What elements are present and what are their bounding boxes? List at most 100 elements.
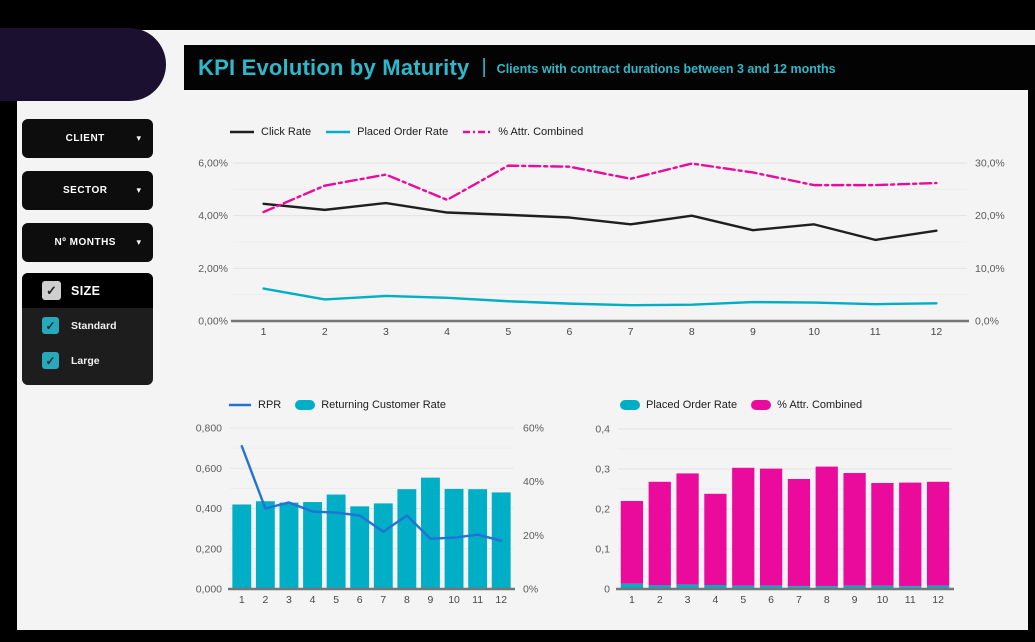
svg-text:0,600: 0,600 bbox=[196, 463, 222, 475]
svg-text:4: 4 bbox=[712, 594, 718, 606]
svg-text:5: 5 bbox=[505, 326, 511, 338]
large-label: Large bbox=[71, 354, 100, 367]
page-title: KPI Evolution by Maturity bbox=[198, 54, 470, 80]
svg-text:0,400: 0,400 bbox=[196, 503, 222, 515]
svg-text:0,2: 0,2 bbox=[595, 504, 610, 516]
size-select-all-checkbox[interactable]: ✓ bbox=[42, 281, 61, 300]
top-chart-legend: Click Rate Placed Order Rate % Attr. Com… bbox=[229, 123, 1028, 141]
placed-order-rate-line-swatch bbox=[326, 130, 351, 134]
size-filter-panel: ✓ SIZE ✓ Standard ✓ Large bbox=[22, 273, 153, 385]
por-attr-stacked-plot[interactable]: 00,10,20,30,41 2 3 4 5 6 7 8 9 10 11 12 bbox=[588, 414, 982, 624]
svg-text:8: 8 bbox=[404, 594, 410, 606]
svg-text:5: 5 bbox=[740, 594, 746, 606]
attr-combined-line-swatch bbox=[463, 130, 492, 134]
client-filter-dropdown[interactable]: CLIENT ▾ bbox=[22, 119, 153, 158]
svg-text:4: 4 bbox=[444, 326, 450, 338]
svg-text:10,0%: 10,0% bbox=[975, 263, 1005, 275]
large-checkbox[interactable]: ✓ bbox=[42, 352, 59, 369]
check-icon: ✓ bbox=[45, 353, 56, 368]
check-icon: ✓ bbox=[45, 318, 56, 333]
svg-text:0,00%: 0,00% bbox=[198, 316, 228, 328]
size-filter-header[interactable]: ✓ SIZE bbox=[22, 273, 153, 308]
svg-text:7: 7 bbox=[380, 594, 386, 606]
chevron-down-icon: ▾ bbox=[136, 237, 141, 247]
svg-text:30,0%: 30,0% bbox=[975, 158, 1005, 170]
standard-checkbox[interactable]: ✓ bbox=[42, 317, 59, 334]
size-option-large[interactable]: ✓ Large bbox=[22, 343, 153, 378]
client-filter-label: CLIENT bbox=[65, 133, 105, 144]
legend-item-returning-customer-rate[interactable]: Returning Customer Rate bbox=[295, 399, 446, 411]
legend-item-placed-order-rate[interactable]: Placed Order Rate bbox=[620, 399, 737, 411]
svg-text:4: 4 bbox=[310, 594, 316, 606]
svg-text:3: 3 bbox=[286, 594, 292, 606]
svg-text:0,4: 0,4 bbox=[595, 424, 610, 436]
legend-item-attr-combined[interactable]: % Attr. Combined bbox=[462, 126, 583, 138]
legend-label: Returning Customer Rate bbox=[321, 399, 446, 411]
legend-item-attr-combined[interactable]: % Attr. Combined bbox=[751, 399, 862, 411]
svg-text:12: 12 bbox=[931, 326, 943, 338]
svg-text:7: 7 bbox=[628, 326, 634, 338]
check-icon: ✓ bbox=[46, 282, 57, 298]
svg-text:9: 9 bbox=[852, 594, 858, 606]
svg-text:2: 2 bbox=[262, 594, 268, 606]
svg-text:11: 11 bbox=[472, 594, 483, 606]
rpr-line-swatch bbox=[229, 403, 251, 407]
svg-text:5: 5 bbox=[333, 594, 339, 606]
svg-text:6: 6 bbox=[768, 594, 774, 606]
svg-text:6,00%: 6,00% bbox=[198, 158, 228, 170]
size-option-standard[interactable]: ✓ Standard bbox=[22, 308, 153, 343]
legend-label: Placed Order Rate bbox=[357, 126, 449, 138]
svg-text:11: 11 bbox=[870, 326, 881, 338]
svg-text:7: 7 bbox=[796, 594, 802, 606]
svg-text:0,1: 0,1 bbox=[595, 544, 610, 556]
svg-text:8: 8 bbox=[689, 326, 695, 338]
size-filter-title: SIZE bbox=[71, 283, 101, 298]
svg-text:12: 12 bbox=[495, 594, 507, 606]
svg-text:6: 6 bbox=[357, 594, 363, 606]
kpi-evolution-line-chart: Click Rate Placed Order Rate % Attr. Com… bbox=[195, 123, 1028, 341]
page-subtitle: Clients with contract durations between … bbox=[496, 62, 836, 76]
sector-filter-dropdown[interactable]: SECTOR ▾ bbox=[22, 171, 153, 210]
por-attr-stacked-bar-chart: Placed Order Rate % Attr. Combined 0 0,1 0… bbox=[588, 396, 982, 624]
svg-text:0,800: 0,800 bbox=[196, 423, 222, 435]
svg-text:40%: 40% bbox=[523, 476, 544, 488]
svg-text:0,000: 0,000 bbox=[196, 584, 222, 596]
months-filter-dropdown[interactable]: Nº MONTHS ▾ bbox=[22, 223, 153, 262]
kpi-evolution-plot[interactable]: 0,00% 2,00% 4,00% 6,00% 0,0% 10,0% 20,0% 30,0% 1… bbox=[195, 141, 1028, 341]
svg-text:20%: 20% bbox=[523, 530, 544, 542]
legend-label: Placed Order Rate bbox=[646, 399, 738, 411]
svg-text:0,200: 0,200 bbox=[196, 543, 222, 555]
svg-text:20,0%: 20,0% bbox=[975, 210, 1005, 222]
svg-text:6: 6 bbox=[566, 326, 572, 338]
svg-text:3: 3 bbox=[685, 594, 691, 606]
svg-text:0,0%: 0,0% bbox=[975, 316, 999, 328]
svg-text:1: 1 bbox=[239, 594, 245, 606]
svg-text:2,00%: 2,00% bbox=[198, 263, 228, 275]
title-separator: | bbox=[481, 56, 487, 78]
bottom-right-legend: Placed Order Rate % Attr. Combined bbox=[620, 396, 982, 414]
svg-text:8: 8 bbox=[824, 594, 830, 606]
returning-customer-rate-swatch bbox=[295, 400, 316, 410]
click-rate-line-swatch bbox=[230, 130, 254, 134]
svg-text:11: 11 bbox=[905, 594, 916, 606]
svg-text:9: 9 bbox=[750, 326, 756, 338]
placed-order-rate-swatch bbox=[620, 400, 640, 410]
corner-decoration bbox=[0, 28, 166, 101]
chevron-down-icon: ▾ bbox=[136, 185, 141, 195]
legend-item-placed-order-rate[interactable]: Placed Order Rate bbox=[325, 126, 448, 138]
header-bar: KPI Evolution by Maturity | Clients with… bbox=[184, 45, 1035, 90]
svg-text:2: 2 bbox=[657, 594, 663, 606]
svg-text:0,3: 0,3 bbox=[595, 464, 610, 476]
legend-item-click-rate[interactable]: Click Rate bbox=[229, 126, 311, 138]
svg-text:4,00%: 4,00% bbox=[198, 210, 228, 222]
months-filter-label: Nº MONTHS bbox=[54, 237, 116, 248]
legend-label: Click Rate bbox=[261, 126, 312, 138]
chevron-down-icon: ▾ bbox=[136, 133, 141, 143]
standard-label: Standard bbox=[71, 319, 117, 332]
svg-text:0: 0 bbox=[604, 584, 610, 596]
svg-text:10: 10 bbox=[877, 594, 889, 606]
legend-label: RPR bbox=[258, 399, 282, 411]
legend-item-rpr[interactable]: RPR bbox=[228, 399, 281, 411]
